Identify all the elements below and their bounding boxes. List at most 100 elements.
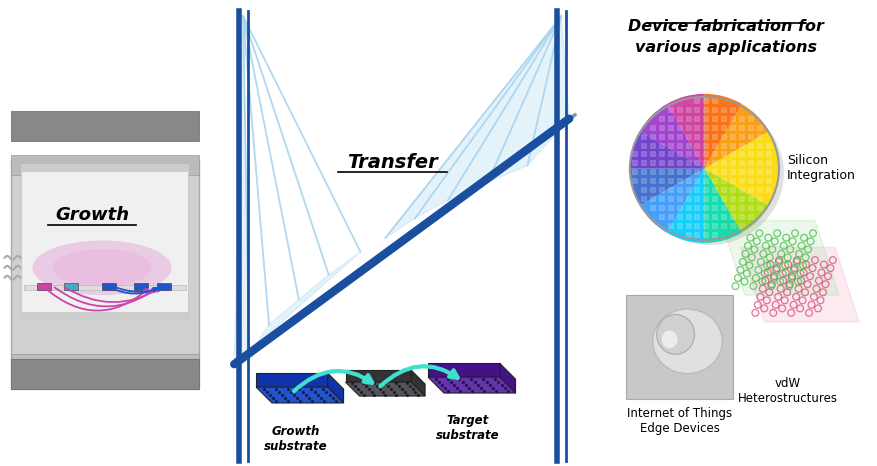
Polygon shape xyxy=(327,373,343,403)
Bar xyxy=(686,161,689,165)
Text: Transfer: Transfer xyxy=(346,153,437,172)
Bar xyxy=(703,152,708,157)
Bar xyxy=(757,197,761,201)
Text: vdW
Heterostructures: vdW Heterostructures xyxy=(737,377,837,405)
Wedge shape xyxy=(667,94,703,168)
Bar xyxy=(659,215,663,219)
Bar xyxy=(659,179,663,183)
Bar xyxy=(748,135,752,138)
Polygon shape xyxy=(428,377,515,393)
Bar xyxy=(677,135,681,138)
Wedge shape xyxy=(703,131,778,168)
Bar xyxy=(695,144,699,148)
Bar xyxy=(739,197,744,201)
Bar xyxy=(677,116,681,121)
Bar xyxy=(712,224,717,228)
Bar xyxy=(757,179,761,183)
Bar xyxy=(766,179,770,183)
Wedge shape xyxy=(703,168,768,233)
Bar xyxy=(650,135,654,138)
Bar xyxy=(722,161,725,165)
Bar xyxy=(703,206,708,210)
Bar xyxy=(731,179,734,183)
Bar xyxy=(686,135,689,138)
Bar xyxy=(757,135,761,138)
Bar xyxy=(739,206,744,210)
Bar xyxy=(748,152,752,157)
Bar xyxy=(731,215,734,219)
Bar xyxy=(703,135,708,138)
Bar xyxy=(64,283,78,290)
Bar xyxy=(686,206,689,210)
Bar xyxy=(731,135,734,138)
Bar xyxy=(668,108,672,112)
Bar xyxy=(766,161,770,165)
Bar xyxy=(686,215,689,219)
Wedge shape xyxy=(629,168,703,206)
Bar xyxy=(731,152,734,157)
Bar xyxy=(722,152,725,157)
Bar xyxy=(703,144,708,148)
Bar xyxy=(739,135,744,138)
Bar xyxy=(659,188,663,192)
Bar xyxy=(677,224,681,228)
Bar xyxy=(748,215,752,219)
Polygon shape xyxy=(428,363,499,377)
Bar xyxy=(650,152,654,157)
Bar xyxy=(677,197,681,201)
Bar xyxy=(703,171,708,174)
Bar xyxy=(156,283,170,290)
Bar xyxy=(668,215,672,219)
Wedge shape xyxy=(703,168,741,243)
Wedge shape xyxy=(703,104,768,168)
Bar xyxy=(739,116,744,121)
Polygon shape xyxy=(499,363,515,393)
Bar xyxy=(739,224,744,228)
Polygon shape xyxy=(346,370,410,382)
Bar xyxy=(739,144,744,148)
Bar xyxy=(677,188,681,192)
Bar xyxy=(133,283,147,290)
Bar xyxy=(11,160,199,389)
Bar xyxy=(20,164,188,172)
Bar xyxy=(695,206,699,210)
Bar xyxy=(650,161,654,165)
Bar xyxy=(712,215,717,219)
Bar xyxy=(38,283,51,290)
Bar xyxy=(641,197,645,201)
Bar xyxy=(641,144,645,148)
Bar xyxy=(731,161,734,165)
Bar xyxy=(659,152,663,157)
Wedge shape xyxy=(639,104,703,168)
Bar xyxy=(712,206,717,210)
Bar xyxy=(677,126,681,130)
Bar xyxy=(20,312,188,320)
Polygon shape xyxy=(410,370,424,396)
Bar xyxy=(677,215,681,219)
Bar xyxy=(739,152,744,157)
Bar xyxy=(703,233,708,237)
Bar xyxy=(686,108,689,112)
Bar xyxy=(748,197,752,201)
Bar xyxy=(722,135,725,138)
Bar xyxy=(25,285,185,290)
Bar xyxy=(686,126,689,130)
Bar xyxy=(722,126,725,130)
Bar xyxy=(695,126,699,130)
Bar xyxy=(686,152,689,157)
Bar xyxy=(668,171,672,174)
Bar xyxy=(731,144,734,148)
Bar xyxy=(722,206,725,210)
Bar xyxy=(11,111,199,141)
Bar xyxy=(641,152,645,157)
Bar xyxy=(739,171,744,174)
Bar xyxy=(703,224,708,228)
Bar xyxy=(731,206,734,210)
Bar xyxy=(677,206,681,210)
Bar xyxy=(703,188,708,192)
Bar xyxy=(748,179,752,183)
Bar xyxy=(712,171,717,174)
Bar xyxy=(712,116,717,121)
Bar xyxy=(677,144,681,148)
Bar xyxy=(748,206,752,210)
